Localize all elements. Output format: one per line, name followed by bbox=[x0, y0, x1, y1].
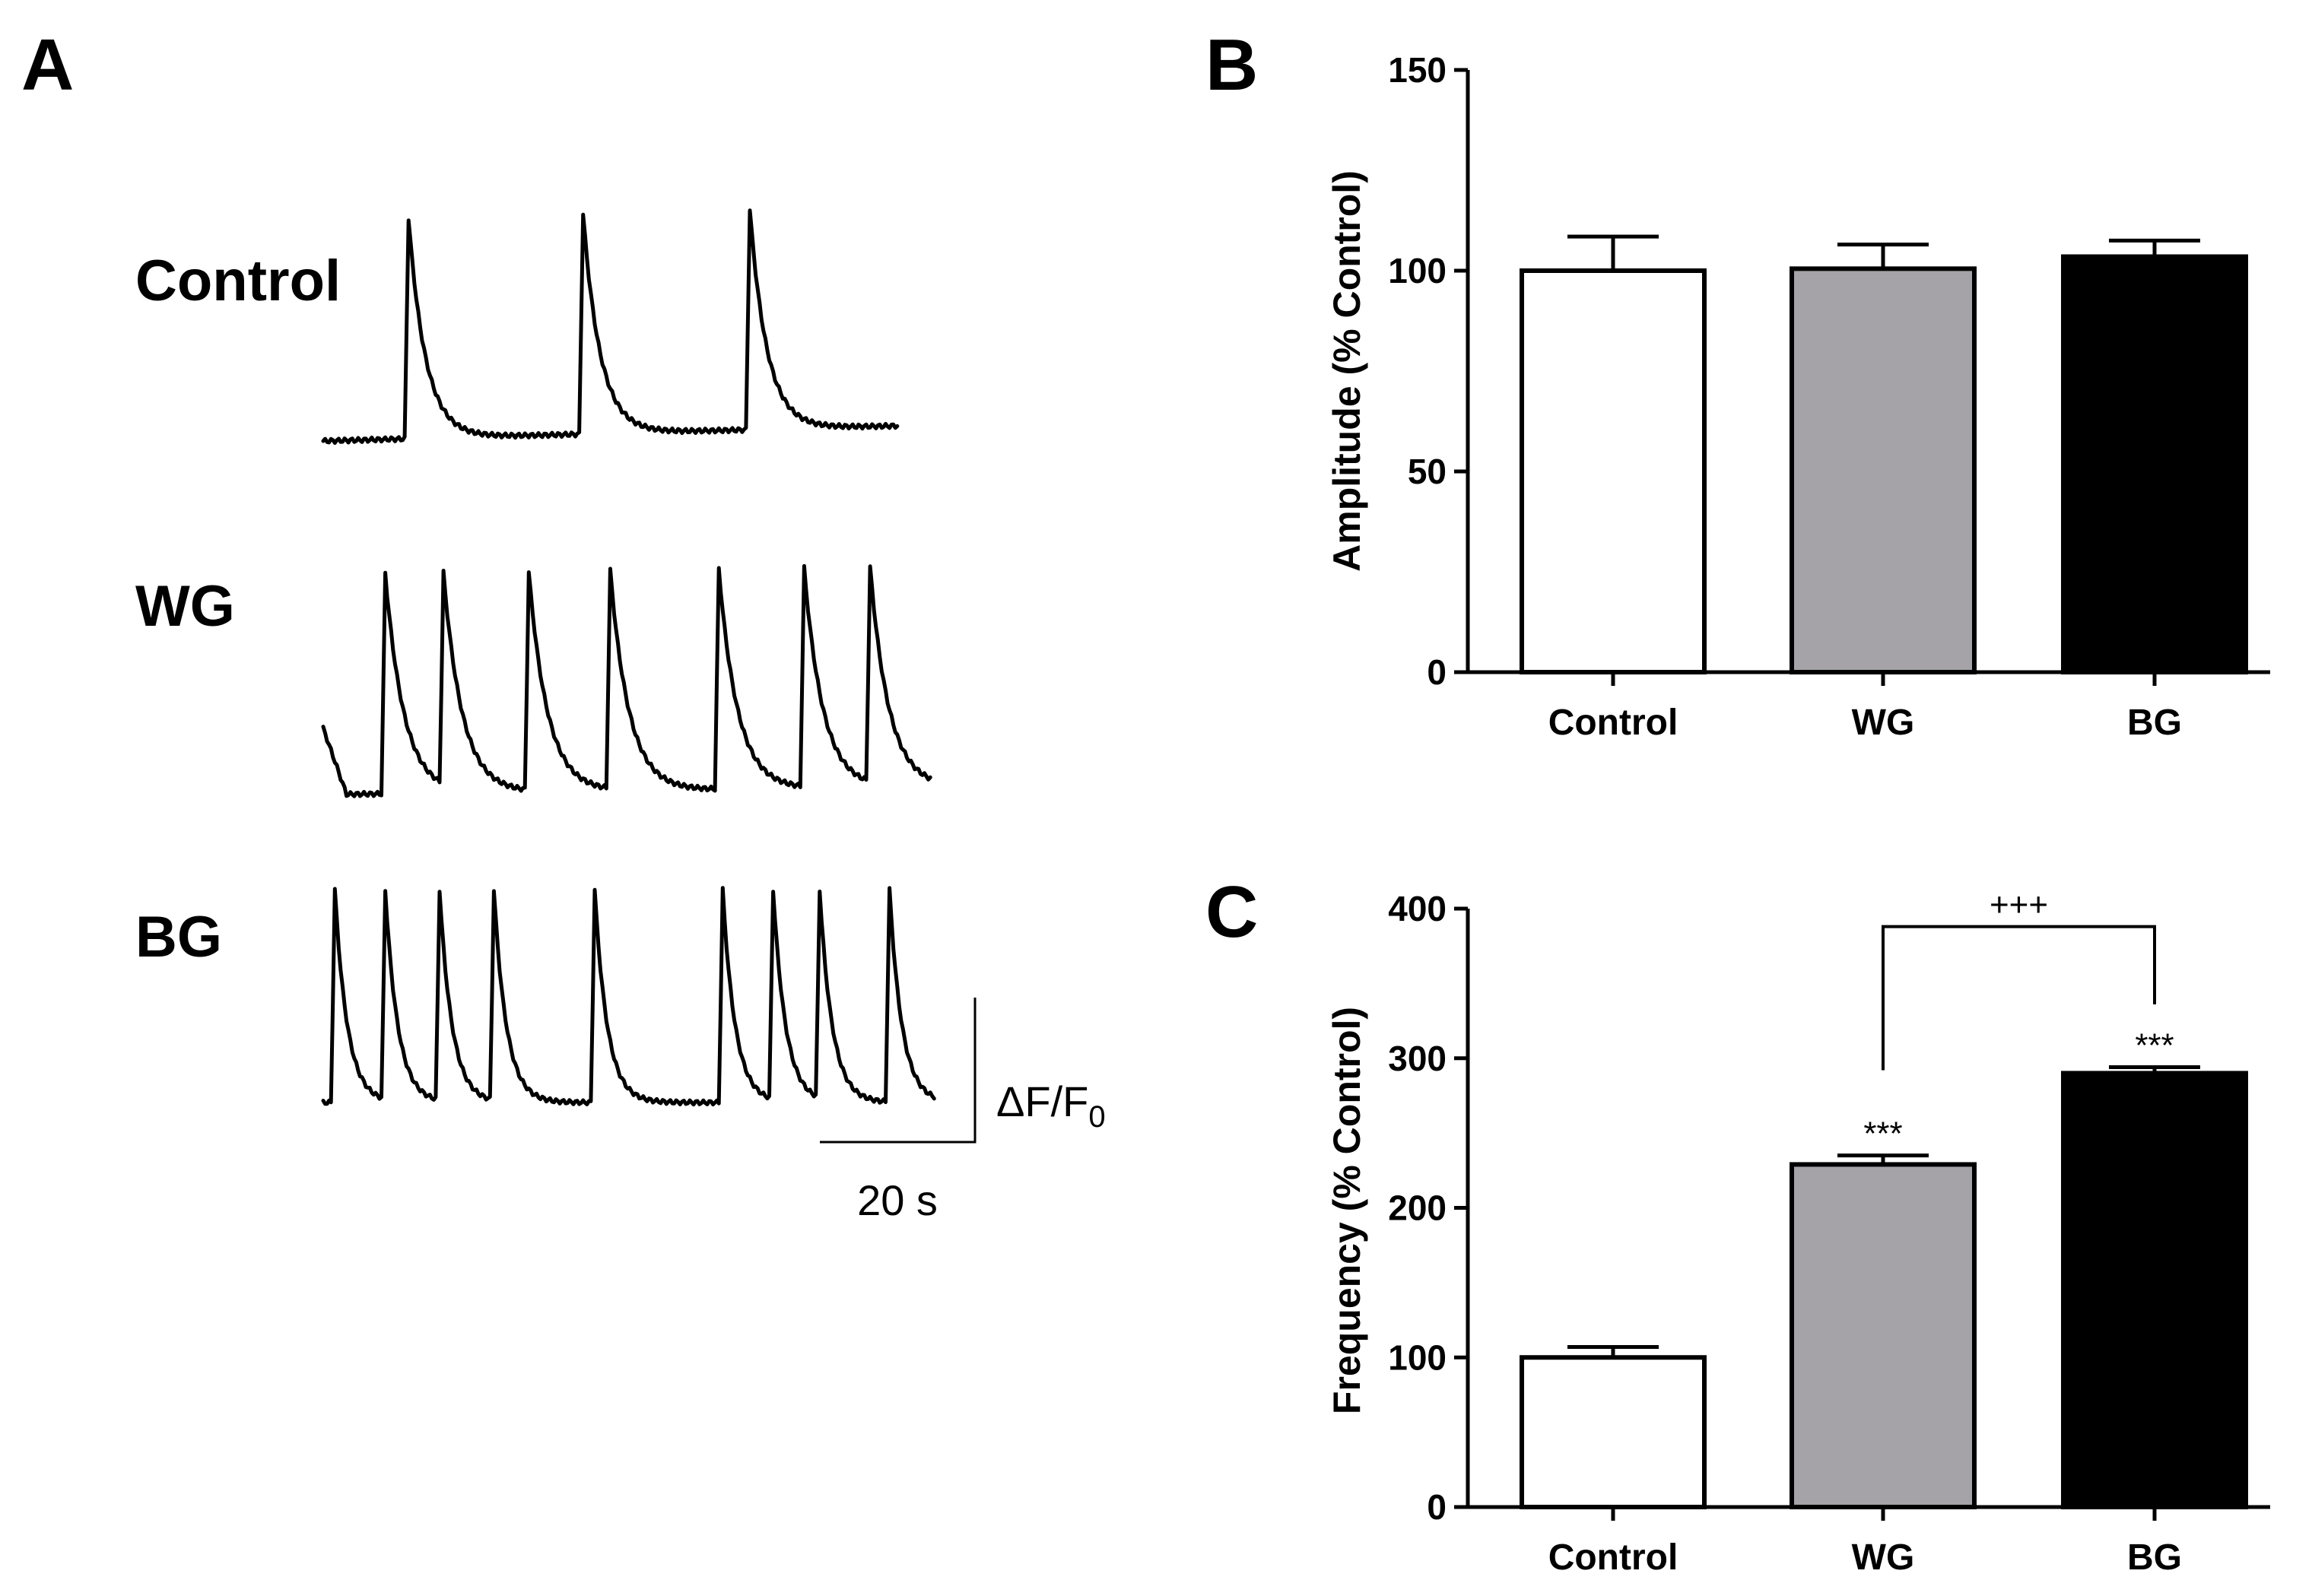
y-tick-label: 0 bbox=[1427, 652, 1447, 692]
y-tick-label: 150 bbox=[1388, 50, 1447, 90]
y-tick-label: 200 bbox=[1388, 1188, 1447, 1228]
scale-bar-x-label: 20 s bbox=[857, 1176, 938, 1224]
bar-wg bbox=[1790, 1162, 1977, 1509]
trace-label-control: Control bbox=[135, 249, 341, 313]
trace-label-wg: WG bbox=[135, 574, 235, 639]
x-tick-label-wg: WG bbox=[1852, 1537, 1915, 1578]
panel-letter-c: C bbox=[1205, 871, 1258, 953]
axes bbox=[1466, 909, 2270, 1509]
x-tick-label-bg: BG bbox=[2127, 703, 2182, 743]
comparison-bracket-label: +++ bbox=[1990, 887, 2048, 924]
trace-wg bbox=[321, 563, 932, 798]
y-tick-label: 400 bbox=[1388, 889, 1447, 928]
scale-bar bbox=[820, 998, 977, 1144]
panel-letter-b: B bbox=[1205, 24, 1258, 106]
significance-mark: *** bbox=[2135, 1027, 2174, 1065]
x-tick-label-bg: BG bbox=[2127, 1537, 2182, 1578]
significance-marks: *** *** bbox=[1863, 1027, 2174, 1153]
bars bbox=[1520, 234, 2248, 674]
comparison-bracket bbox=[1882, 925, 2156, 1071]
y-axis-title: Amplitude (% Control) bbox=[1326, 170, 1368, 572]
y-tick-label: 300 bbox=[1388, 1039, 1447, 1078]
error-bar-wg bbox=[1837, 1153, 1929, 1165]
trace-control bbox=[321, 208, 900, 445]
error-bar-bg bbox=[2109, 238, 2200, 257]
y-axis-title: Frequency (% Control) bbox=[1326, 1007, 1368, 1414]
bar-control bbox=[1520, 1355, 1707, 1509]
error-bar-bg bbox=[2109, 1065, 2200, 1074]
bar-wg bbox=[1790, 266, 1977, 674]
significance-mark: *** bbox=[1863, 1115, 1902, 1153]
x-tick-label-control: Control bbox=[1548, 1537, 1678, 1578]
error-bar-control bbox=[1567, 234, 1659, 271]
x-axis-labels: Control WG BG bbox=[1548, 672, 2182, 743]
trace-label-bg: BG bbox=[135, 905, 222, 969]
error-bar-wg bbox=[1837, 243, 1929, 269]
bar-bg bbox=[2061, 1071, 2248, 1510]
y-axis-ticks: 0 50 100 150 bbox=[1388, 50, 1468, 692]
axes bbox=[1466, 70, 2270, 674]
x-tick-label-control: Control bbox=[1548, 703, 1678, 743]
panel-c-frequency-chart: Frequency (% Control) 0 100 200 300 400 Cont… bbox=[1326, 887, 2270, 1578]
x-axis-labels: Control WG BG bbox=[1548, 1507, 2182, 1578]
y-tick-label: 100 bbox=[1388, 1337, 1447, 1377]
y-tick-label: 100 bbox=[1388, 251, 1447, 290]
x-tick-label-wg: WG bbox=[1852, 703, 1915, 743]
y-tick-label: 0 bbox=[1427, 1487, 1447, 1527]
panel-letter-a: A bbox=[21, 24, 74, 106]
y-axis-ticks: 0 100 200 300 400 bbox=[1388, 889, 1468, 1527]
panel-a-traces: Control WG BG ΔF/F0 20 s bbox=[135, 208, 1106, 1224]
error-bar-control bbox=[1567, 1344, 1659, 1358]
y-tick-label: 50 bbox=[1408, 452, 1447, 491]
trace-bg bbox=[321, 886, 936, 1107]
bar-bg bbox=[2061, 254, 2248, 674]
scale-bar-y-label: ΔF/F0 bbox=[996, 1077, 1106, 1134]
panel-b-amplitude-chart: Amplitude (% Control) 0 50 100 150 Control W… bbox=[1326, 50, 2270, 743]
bar-control bbox=[1520, 268, 1707, 674]
